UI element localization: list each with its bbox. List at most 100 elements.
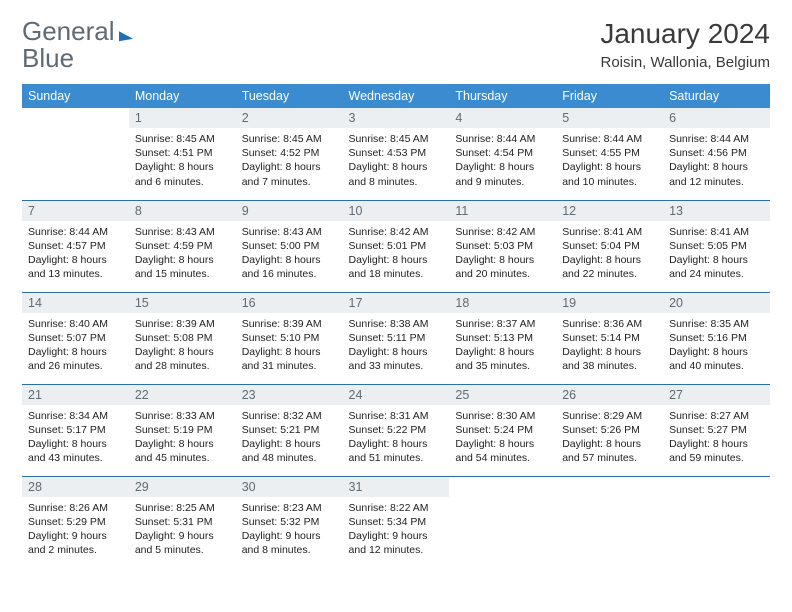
day-detail-line: Sunrise: 8:37 AM xyxy=(455,317,550,331)
day-detail-line: Sunset: 4:52 PM xyxy=(242,146,337,160)
day-detail-line: Sunset: 5:19 PM xyxy=(135,423,230,437)
day-cell: 18Sunrise: 8:37 AMSunset: 5:13 PMDayligh… xyxy=(449,292,556,384)
day-cell: 7Sunrise: 8:44 AMSunset: 4:57 PMDaylight… xyxy=(22,200,129,292)
day-number: 5 xyxy=(556,108,663,128)
day-details: Sunrise: 8:37 AMSunset: 5:13 PMDaylight:… xyxy=(449,313,556,378)
day-detail-line: Sunrise: 8:39 AM xyxy=(135,317,230,331)
col-tue: Tuesday xyxy=(236,84,343,108)
day-cell: 31Sunrise: 8:22 AMSunset: 5:34 PMDayligh… xyxy=(343,476,450,568)
day-detail-line: Sunrise: 8:43 AM xyxy=(242,225,337,239)
day-cell: 22Sunrise: 8:33 AMSunset: 5:19 PMDayligh… xyxy=(129,384,236,476)
day-number: 8 xyxy=(129,201,236,221)
day-number: 23 xyxy=(236,385,343,405)
calendar-table: Sunday Monday Tuesday Wednesday Thursday… xyxy=(22,84,770,568)
day-detail-line: Sunset: 4:56 PM xyxy=(669,146,764,160)
day-cell: 29Sunrise: 8:25 AMSunset: 5:31 PMDayligh… xyxy=(129,476,236,568)
day-detail-line: Daylight: 8 hours and 7 minutes. xyxy=(242,160,337,188)
day-detail-line: Sunrise: 8:29 AM xyxy=(562,409,657,423)
day-detail-line: Sunset: 5:34 PM xyxy=(349,515,444,529)
day-cell xyxy=(449,476,556,568)
day-detail-line: Daylight: 8 hours and 33 minutes. xyxy=(349,345,444,373)
day-detail-line: Sunrise: 8:44 AM xyxy=(669,132,764,146)
day-number: 20 xyxy=(663,293,770,313)
day-detail-line: Daylight: 8 hours and 59 minutes. xyxy=(669,437,764,465)
day-details: Sunrise: 8:42 AMSunset: 5:01 PMDaylight:… xyxy=(343,221,450,286)
day-detail-line: Daylight: 9 hours and 5 minutes. xyxy=(135,529,230,557)
brand-triangle-icon xyxy=(119,29,133,41)
day-detail-line: Sunset: 5:24 PM xyxy=(455,423,550,437)
day-detail-line: Sunset: 5:01 PM xyxy=(349,239,444,253)
day-cell: 10Sunrise: 8:42 AMSunset: 5:01 PMDayligh… xyxy=(343,200,450,292)
day-number: 15 xyxy=(129,293,236,313)
col-wed: Wednesday xyxy=(343,84,450,108)
day-details: Sunrise: 8:40 AMSunset: 5:07 PMDaylight:… xyxy=(22,313,129,378)
day-details: Sunrise: 8:29 AMSunset: 5:26 PMDaylight:… xyxy=(556,405,663,470)
day-details: Sunrise: 8:22 AMSunset: 5:34 PMDaylight:… xyxy=(343,497,450,562)
day-details: Sunrise: 8:45 AMSunset: 4:53 PMDaylight:… xyxy=(343,128,450,193)
day-detail-line: Daylight: 8 hours and 9 minutes. xyxy=(455,160,550,188)
day-details: Sunrise: 8:44 AMSunset: 4:56 PMDaylight:… xyxy=(663,128,770,193)
day-details: Sunrise: 8:23 AMSunset: 5:32 PMDaylight:… xyxy=(236,497,343,562)
day-detail-line: Sunset: 5:13 PM xyxy=(455,331,550,345)
day-cell: 26Sunrise: 8:29 AMSunset: 5:26 PMDayligh… xyxy=(556,384,663,476)
day-cell: 12Sunrise: 8:41 AMSunset: 5:04 PMDayligh… xyxy=(556,200,663,292)
day-details: Sunrise: 8:45 AMSunset: 4:52 PMDaylight:… xyxy=(236,128,343,193)
day-detail-line: Sunset: 4:53 PM xyxy=(349,146,444,160)
day-number: 3 xyxy=(343,108,450,128)
col-sun: Sunday xyxy=(22,84,129,108)
day-detail-line: Sunrise: 8:26 AM xyxy=(28,501,123,515)
day-detail-line: Sunset: 4:54 PM xyxy=(455,146,550,160)
day-details: Sunrise: 8:41 AMSunset: 5:05 PMDaylight:… xyxy=(663,221,770,286)
day-detail-line: Sunrise: 8:34 AM xyxy=(28,409,123,423)
day-detail-line: Daylight: 8 hours and 35 minutes. xyxy=(455,345,550,373)
day-detail-line: Sunset: 5:26 PM xyxy=(562,423,657,437)
day-detail-line: Sunset: 5:07 PM xyxy=(28,331,123,345)
day-number: 4 xyxy=(449,108,556,128)
day-number: 31 xyxy=(343,477,450,497)
day-detail-line: Daylight: 8 hours and 6 minutes. xyxy=(135,160,230,188)
week-row: 28Sunrise: 8:26 AMSunset: 5:29 PMDayligh… xyxy=(22,476,770,568)
day-detail-line: Sunrise: 8:39 AM xyxy=(242,317,337,331)
day-number: 26 xyxy=(556,385,663,405)
day-detail-line: Sunset: 5:16 PM xyxy=(669,331,764,345)
day-detail-line: Sunset: 5:22 PM xyxy=(349,423,444,437)
day-details: Sunrise: 8:32 AMSunset: 5:21 PMDaylight:… xyxy=(236,405,343,470)
day-details: Sunrise: 8:31 AMSunset: 5:22 PMDaylight:… xyxy=(343,405,450,470)
day-details: Sunrise: 8:42 AMSunset: 5:03 PMDaylight:… xyxy=(449,221,556,286)
day-number: 16 xyxy=(236,293,343,313)
day-detail-line: Sunrise: 8:35 AM xyxy=(669,317,764,331)
day-detail-line: Daylight: 8 hours and 38 minutes. xyxy=(562,345,657,373)
day-details: Sunrise: 8:26 AMSunset: 5:29 PMDaylight:… xyxy=(22,497,129,562)
day-detail-line: Sunset: 5:08 PM xyxy=(135,331,230,345)
day-detail-line: Daylight: 8 hours and 43 minutes. xyxy=(28,437,123,465)
day-cell: 11Sunrise: 8:42 AMSunset: 5:03 PMDayligh… xyxy=(449,200,556,292)
day-number: 11 xyxy=(449,201,556,221)
day-details: Sunrise: 8:43 AMSunset: 5:00 PMDaylight:… xyxy=(236,221,343,286)
day-cell: 20Sunrise: 8:35 AMSunset: 5:16 PMDayligh… xyxy=(663,292,770,384)
day-detail-line: Daylight: 8 hours and 54 minutes. xyxy=(455,437,550,465)
day-detail-line: Daylight: 8 hours and 18 minutes. xyxy=(349,253,444,281)
day-details: Sunrise: 8:44 AMSunset: 4:54 PMDaylight:… xyxy=(449,128,556,193)
day-detail-line: Sunrise: 8:27 AM xyxy=(669,409,764,423)
day-number: 9 xyxy=(236,201,343,221)
day-cell: 13Sunrise: 8:41 AMSunset: 5:05 PMDayligh… xyxy=(663,200,770,292)
day-detail-line: Sunrise: 8:23 AM xyxy=(242,501,337,515)
day-detail-line: Sunset: 5:21 PM xyxy=(242,423,337,437)
day-cell: 4Sunrise: 8:44 AMSunset: 4:54 PMDaylight… xyxy=(449,108,556,200)
day-detail-line: Daylight: 8 hours and 57 minutes. xyxy=(562,437,657,465)
day-cell: 5Sunrise: 8:44 AMSunset: 4:55 PMDaylight… xyxy=(556,108,663,200)
day-detail-line: Daylight: 8 hours and 13 minutes. xyxy=(28,253,123,281)
day-detail-line: Sunset: 5:03 PM xyxy=(455,239,550,253)
day-detail-line: Daylight: 8 hours and 48 minutes. xyxy=(242,437,337,465)
day-detail-line: Daylight: 8 hours and 8 minutes. xyxy=(349,160,444,188)
day-detail-line: Sunrise: 8:32 AM xyxy=(242,409,337,423)
day-number: 28 xyxy=(22,477,129,497)
day-cell: 15Sunrise: 8:39 AMSunset: 5:08 PMDayligh… xyxy=(129,292,236,384)
day-detail-line: Sunset: 5:31 PM xyxy=(135,515,230,529)
week-row: 7Sunrise: 8:44 AMSunset: 4:57 PMDaylight… xyxy=(22,200,770,292)
week-row: 14Sunrise: 8:40 AMSunset: 5:07 PMDayligh… xyxy=(22,292,770,384)
day-number: 29 xyxy=(129,477,236,497)
day-detail-line: Sunrise: 8:43 AM xyxy=(135,225,230,239)
day-detail-line: Sunset: 4:55 PM xyxy=(562,146,657,160)
col-thu: Thursday xyxy=(449,84,556,108)
